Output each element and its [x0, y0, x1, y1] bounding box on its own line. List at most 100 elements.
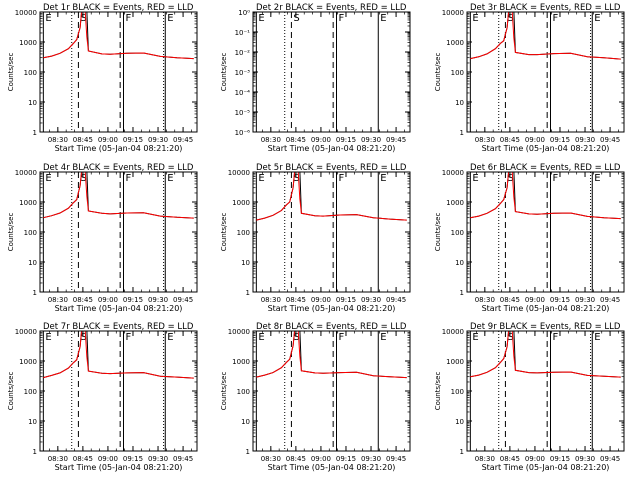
x-tick-label: 09:15	[550, 136, 570, 144]
y-axis-label: Counts/sec	[7, 53, 15, 92]
x-axis-label: Start Time (05-Jan-04 08:21:20)	[55, 304, 183, 313]
x-tick-label: 09:00	[98, 296, 118, 304]
x-axis-label: Start Time (05-Jan-04 08:21:20)	[55, 463, 183, 472]
event-marker-label: S	[293, 13, 299, 24]
event-marker-label: E	[45, 13, 51, 24]
event-marker-label: E	[258, 173, 264, 184]
y-tick-label: 10	[455, 418, 464, 426]
plot-title: Det 5r BLACK = Events, RED = LLD	[256, 163, 407, 173]
x-tick-label: 09:15	[336, 136, 356, 144]
event-marker-label: E	[167, 173, 173, 184]
x-tick-label: 09:45	[173, 296, 193, 304]
x-tick-label: 09:15	[550, 296, 570, 304]
x-tick-label: 09:45	[600, 296, 620, 304]
lld-series-line	[470, 12, 621, 60]
y-tick-label: 10⁰	[238, 9, 250, 17]
event-marker-label: E	[258, 332, 264, 343]
lld-series-line	[43, 331, 194, 379]
plot-title: Det 3r BLACK = Events, RED = LLD	[470, 3, 621, 13]
plot-frame	[39, 171, 198, 293]
lld-series-line	[256, 172, 407, 221]
x-tick-label: 09:30	[148, 296, 168, 304]
event-marker-label: F	[553, 173, 559, 184]
y-axis-label: Counts/sec	[7, 372, 15, 411]
plot-frame	[252, 171, 411, 293]
plot-frame	[466, 11, 625, 133]
x-tick-label: 09:45	[600, 455, 620, 463]
x-tick-label: 09:15	[336, 296, 356, 304]
x-tick-label: 08:30	[475, 136, 495, 144]
plot-frame	[39, 330, 198, 452]
x-tick-label: 08:45	[286, 455, 306, 463]
y-tick-label: 10000	[442, 9, 464, 17]
y-tick-label: 100	[24, 69, 37, 77]
y-tick-label: 100	[24, 229, 37, 237]
y-axis-label: Counts/sec	[434, 213, 442, 252]
event-marker-label: E	[472, 173, 478, 184]
event-marker-label: E	[472, 332, 478, 343]
x-axis-label: Start Time (05-Jan-04 08:21:20)	[268, 463, 396, 472]
event-marker-label: S	[507, 173, 513, 184]
x-axis-label: Start Time (05-Jan-04 08:21:20)	[482, 304, 610, 313]
y-tick-label: 100	[237, 229, 250, 237]
x-tick-label: 09:30	[148, 455, 168, 463]
x-tick-label: 08:45	[286, 136, 306, 144]
x-tick-label: 08:30	[48, 296, 68, 304]
plot-title: Det 1r BLACK = Events, RED = LLD	[43, 3, 194, 13]
event-marker-label: S	[293, 173, 299, 184]
event-marker-label: E	[45, 332, 51, 343]
plot-title: Det 7r BLACK = Events, RED = LLD	[43, 322, 194, 332]
x-tick-label: 09:00	[525, 455, 545, 463]
y-tick-label: 10	[241, 418, 250, 426]
x-tick-label: 09:00	[525, 136, 545, 144]
y-tick-label: 1000	[446, 358, 464, 366]
x-tick-label: 09:30	[361, 455, 381, 463]
x-tick-label: 09:30	[575, 455, 595, 463]
event-marker-label: E	[594, 173, 600, 184]
plot-frame	[466, 330, 625, 452]
event-marker-label: E	[594, 13, 600, 24]
event-marker-label: E	[258, 13, 264, 24]
x-tick-label: 08:30	[475, 296, 495, 304]
y-tick-label: 1	[246, 448, 250, 456]
x-tick-label: 09:45	[173, 136, 193, 144]
x-axis-label: Start Time (05-Jan-04 08:21:20)	[482, 144, 610, 153]
y-tick-label: 1000	[19, 358, 37, 366]
y-axis-label: Counts/sec	[220, 53, 228, 92]
x-tick-label: 09:00	[311, 455, 331, 463]
y-tick-label: 10⁻⁵	[235, 109, 251, 117]
event-marker-label: F	[339, 332, 345, 343]
y-tick-label: 100	[237, 388, 250, 396]
y-tick-label: 10⁻³	[235, 69, 251, 77]
event-marker-label: E	[380, 332, 386, 343]
x-tick-label: 09:45	[600, 136, 620, 144]
x-tick-label: 08:45	[73, 296, 93, 304]
event-marker-label: F	[553, 332, 559, 343]
x-tick-label: 09:45	[386, 296, 406, 304]
x-axis-label: Start Time (05-Jan-04 08:21:20)	[268, 144, 396, 153]
y-tick-label: 1	[33, 448, 37, 456]
x-tick-label: 08:30	[261, 455, 281, 463]
y-axis-label: Counts/sec	[7, 213, 15, 252]
lld-series-line	[470, 331, 621, 378]
event-marker-label: E	[45, 173, 51, 184]
y-tick-label: 10⁻⁴	[235, 89, 251, 97]
event-marker-label: F	[126, 173, 132, 184]
plot-title: Det 4r BLACK = Events, RED = LLD	[43, 163, 194, 173]
y-tick-label: 1	[460, 448, 464, 456]
y-tick-label: 10	[28, 259, 37, 267]
event-marker-label: S	[80, 332, 86, 343]
event-marker-label: F	[339, 13, 345, 24]
y-axis-label: Counts/sec	[220, 213, 228, 252]
event-marker-label: F	[339, 173, 345, 184]
y-tick-label: 1	[246, 289, 250, 297]
x-tick-label: 09:30	[361, 296, 381, 304]
x-tick-label: 09:45	[173, 455, 193, 463]
y-tick-label: 100	[451, 69, 464, 77]
y-tick-label: 100	[451, 388, 464, 396]
